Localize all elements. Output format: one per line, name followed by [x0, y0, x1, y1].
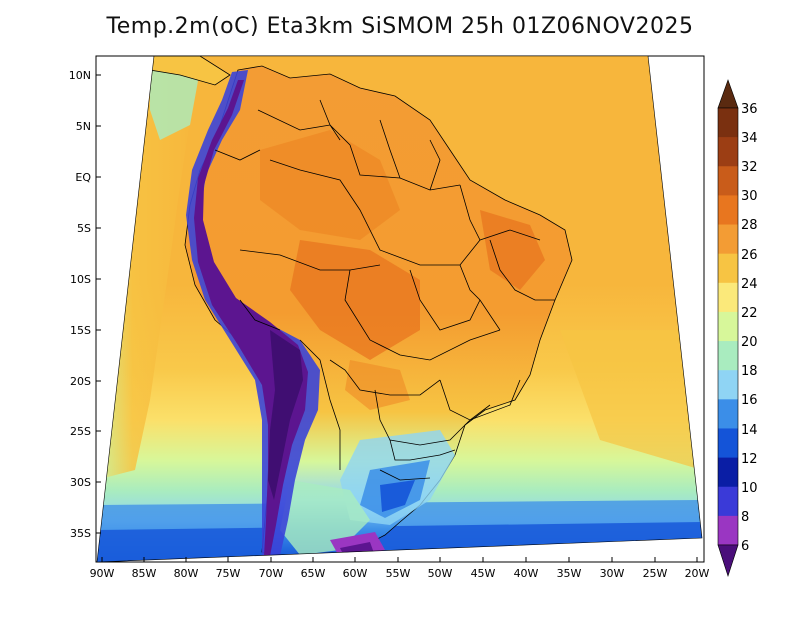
colorbar-label: 26	[741, 248, 758, 263]
colorbar-swatch	[718, 195, 738, 226]
colorbar-label: 24	[741, 277, 758, 292]
lat-label: EQ	[75, 171, 91, 184]
lat-label: 5S	[77, 222, 91, 235]
lat-label: 35S	[70, 527, 91, 540]
colorbar-swatch	[718, 224, 738, 255]
colorbar-swatch	[718, 457, 738, 488]
colorbar-swatch	[718, 370, 738, 400]
lon-label: 30W	[600, 567, 625, 580]
lon-label: 65W	[301, 567, 326, 580]
colorbar-swatch	[718, 282, 738, 313]
lat-label: 25S	[70, 425, 91, 438]
lon-label: 85W	[132, 567, 157, 580]
colorbar-label: 34	[741, 131, 758, 146]
colorbar-label: 10	[741, 481, 758, 496]
lat-label: 15S	[70, 324, 91, 337]
colorbar-swatch	[718, 428, 738, 459]
colorbar-label: 32	[741, 160, 758, 175]
colorbar-label: 36	[741, 102, 758, 117]
colorbar-swatch	[718, 341, 738, 371]
lon-label: 90W	[90, 567, 115, 580]
lon-label: 20W	[685, 567, 710, 580]
lon-label: 75W	[216, 567, 241, 580]
colorbar-swatch	[718, 486, 738, 517]
colorbar-label: 22	[741, 306, 758, 321]
colorbar-label: 30	[741, 189, 758, 204]
lat-label: 10S	[70, 273, 91, 286]
lon-label: 55W	[386, 567, 411, 580]
lat-label: 5N	[76, 120, 91, 133]
colorbar-label: 6	[741, 539, 749, 554]
colorbar-swatch	[718, 515, 738, 546]
lon-label: 80W	[174, 567, 199, 580]
colorbar-label: 12	[741, 452, 758, 467]
colorbar-swatch	[718, 108, 738, 138]
lon-label: 40W	[514, 567, 539, 580]
lat-label: 10N	[69, 69, 91, 82]
longitude-axis: 90W 85W 80W 75W 70W 65W 60W 55W 50W 45W …	[90, 557, 710, 580]
colorbar-label: 16	[741, 393, 758, 408]
lon-label: 70W	[259, 567, 284, 580]
colorbar-bottom-arrow	[717, 544, 739, 577]
model-domain	[97, 56, 702, 562]
colorbar-swatch	[718, 311, 738, 342]
map-title: Temp.2m(oC) Eta3km SiSMOM 25h 01Z06NOV20…	[106, 14, 694, 39]
lon-label: 35W	[557, 567, 582, 580]
colorbar-top-arrow	[717, 79, 739, 109]
colorbar-label: 28	[741, 218, 758, 233]
political-borders	[214, 99, 555, 481]
lon-label: 45W	[471, 567, 496, 580]
latitude-axis: 10N 5N EQ 5S 10S 15S 20S 25S 30S 35S	[69, 69, 101, 540]
colorbar-swatch	[718, 137, 738, 167]
lon-label: 25W	[643, 567, 668, 580]
lat-label: 20S	[70, 375, 91, 388]
colorbar-label: 18	[741, 364, 758, 379]
colorbar-label: 14	[741, 423, 758, 438]
lat-label: 30S	[70, 476, 91, 489]
colorbar-swatch	[718, 253, 738, 284]
lon-label: 60W	[343, 567, 368, 580]
colorbar-label: 20	[741, 335, 758, 350]
colorbar-label: 8	[741, 510, 749, 525]
lon-label: 50W	[428, 567, 453, 580]
colorbar-swatch	[718, 399, 738, 429]
colorbar-swatch	[718, 166, 738, 196]
colorbar: 36 34 32 30 28 26 24 22 20 18 16 14 12 1…	[717, 79, 758, 577]
